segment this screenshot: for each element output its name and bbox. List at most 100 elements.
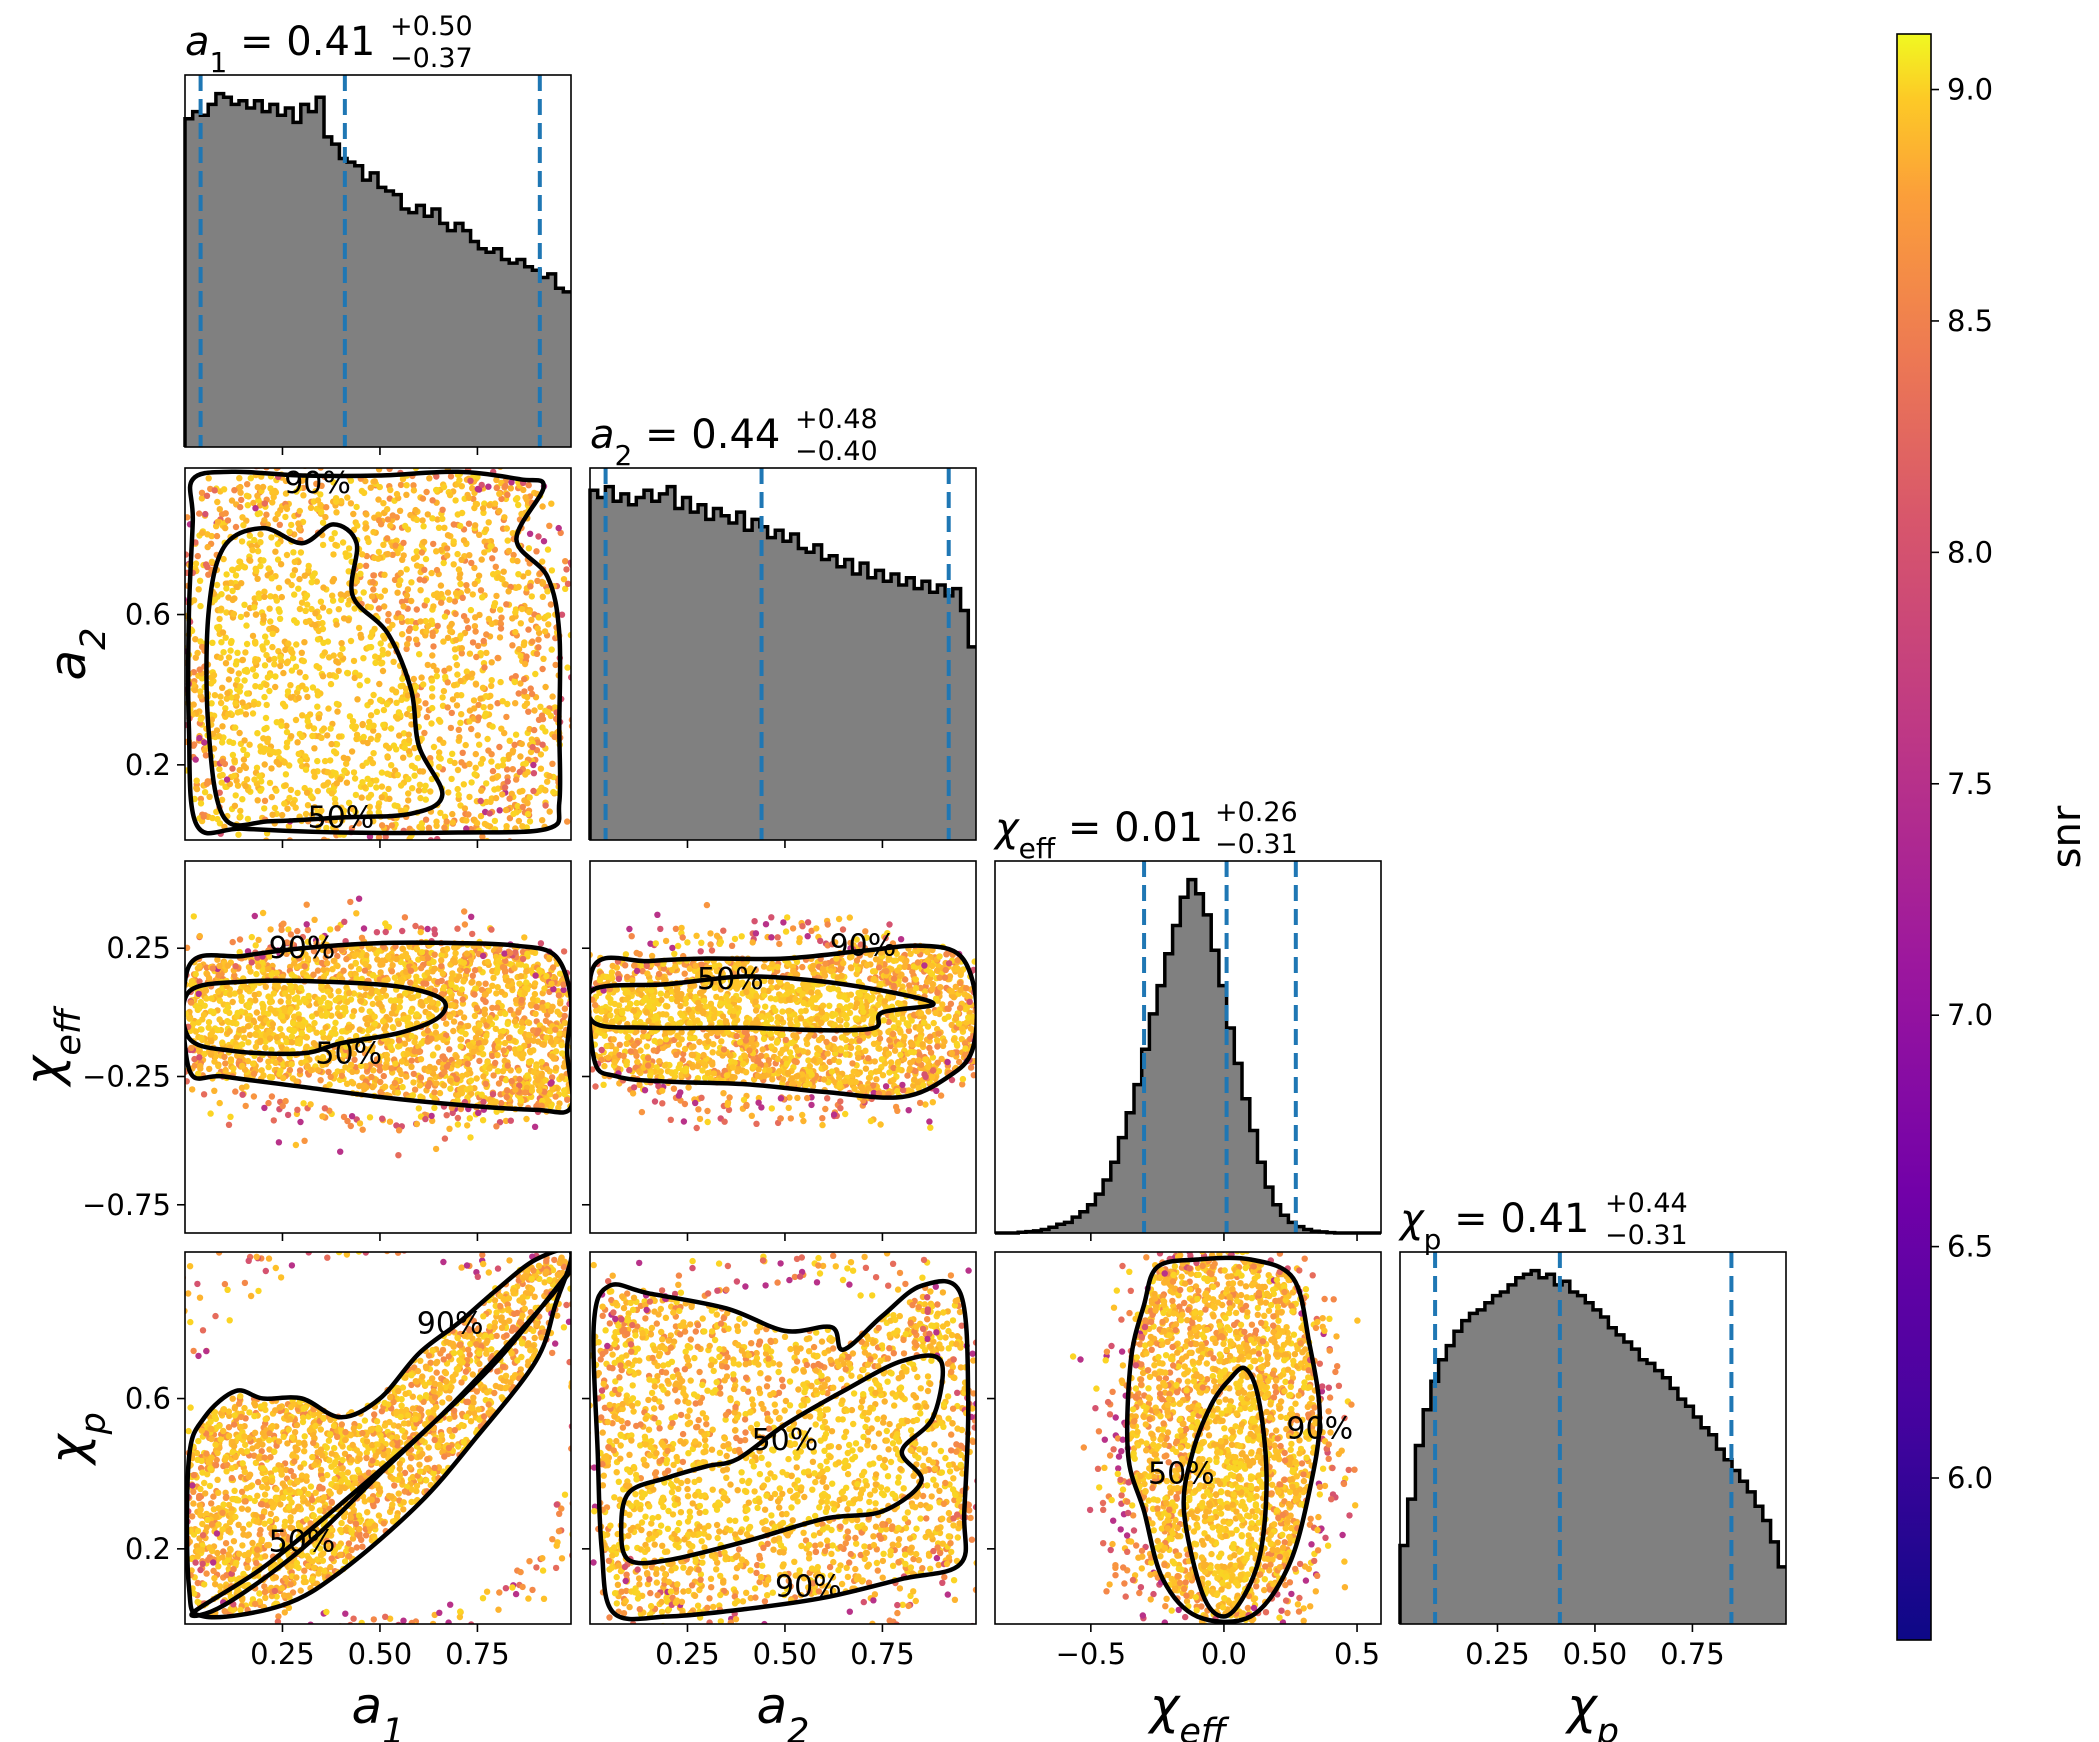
colorbar-tick-label: 6.0 — [1947, 1461, 1993, 1495]
histogram-bar — [254, 101, 262, 447]
histogram-bar — [590, 490, 598, 840]
histogram-panel-a2: a2 = 0.44 +0.48−0.40 — [588, 404, 977, 848]
panel-title-minus: −0.31 — [1605, 1220, 1688, 1251]
panel-frame — [589, 860, 977, 1234]
histogram-bar — [378, 187, 386, 447]
x-axis-label-chi_p: χp — [1564, 1677, 1619, 1742]
y-tick-label: 0.2 — [125, 748, 171, 782]
histogram-bar — [1624, 1342, 1632, 1624]
histogram-bar — [714, 508, 722, 840]
histogram-bar — [737, 512, 745, 840]
contour-label: 50% — [308, 800, 375, 835]
panel-frame — [184, 74, 572, 448]
histogram-bar — [432, 209, 440, 447]
histogram-bar — [1281, 1215, 1289, 1233]
contour-90 — [185, 1252, 571, 1620]
contour-label: 90% — [284, 466, 351, 501]
histogram-bar — [1439, 1360, 1447, 1624]
histogram-bar — [613, 501, 621, 840]
panel-title: a2 = 0.44 — [590, 412, 780, 472]
contour-90 — [590, 943, 976, 1100]
histogram-bar — [440, 223, 448, 447]
contour-50 — [189, 1270, 571, 1619]
histogram-bar — [1570, 1292, 1578, 1624]
contour-label: 50% — [752, 1423, 819, 1458]
histogram-bar — [1547, 1274, 1555, 1624]
histogram-bar — [860, 563, 868, 840]
histogram-fill — [995, 879, 1381, 1233]
histogram-bar — [1454, 1331, 1462, 1624]
histogram-bar — [721, 516, 729, 840]
histogram-bar — [690, 512, 698, 840]
y-tick-label: 0.6 — [125, 1382, 171, 1416]
colorbar-tick-label: 8.0 — [1947, 535, 1993, 569]
histogram-bar — [914, 589, 922, 840]
histogram-bar — [409, 213, 417, 447]
histogram-bar — [1157, 986, 1165, 1233]
histogram-bar — [455, 223, 463, 447]
x-tick-label: 0.0 — [1201, 1637, 1247, 1671]
histogram-bar — [814, 545, 822, 840]
x-tick-label: 0.50 — [753, 1637, 818, 1671]
histogram-bar — [1562, 1281, 1570, 1624]
histogram-bar — [556, 288, 564, 447]
histogram-bar — [1740, 1481, 1748, 1624]
histogram-bar — [1103, 1180, 1111, 1233]
histogram-bar — [1524, 1274, 1532, 1624]
histogram-bar — [1180, 897, 1188, 1233]
histogram-bar — [1632, 1349, 1640, 1624]
scatter-points — [590, 1252, 976, 1624]
histogram-bar — [621, 494, 629, 840]
panel-title-plus: +0.48 — [795, 404, 878, 435]
histogram-bar — [386, 191, 394, 447]
x-tick-label: 0.50 — [1563, 1637, 1628, 1671]
histogram-bar — [1500, 1292, 1508, 1624]
histogram-bar — [937, 585, 945, 840]
histogram-bar — [393, 195, 401, 447]
histogram-bar — [1678, 1399, 1686, 1624]
histogram-bar — [729, 523, 737, 840]
histogram-bar — [285, 108, 293, 447]
histogram-bar — [667, 487, 675, 840]
y-tick-label: 0.6 — [125, 598, 171, 632]
histogram-bar — [478, 249, 486, 447]
histogram-bar — [502, 259, 510, 447]
histogram-bar — [1119, 1138, 1127, 1233]
histogram-bar — [1763, 1520, 1771, 1624]
histogram-bar — [652, 501, 660, 840]
histogram-bar — [1709, 1435, 1717, 1624]
histogram-bar — [968, 647, 976, 840]
histogram-bar — [1423, 1410, 1431, 1624]
contour-label: 90% — [269, 931, 336, 966]
histogram-bar — [744, 530, 752, 840]
histogram-bar — [1493, 1296, 1501, 1624]
histogram-bar — [1400, 1545, 1408, 1624]
histogram-bar — [1639, 1360, 1647, 1624]
histogram-bar — [783, 541, 791, 840]
histogram-bar — [447, 231, 455, 447]
colorbar-tick-label: 7.0 — [1947, 998, 1993, 1032]
x-tick-label: 0.5 — [1334, 1637, 1380, 1671]
contour-90 — [185, 469, 563, 836]
contour-label: 90% — [830, 929, 897, 964]
histogram-bar — [231, 104, 239, 447]
histogram-bar — [563, 292, 571, 447]
y-tick-label: −0.25 — [82, 1060, 171, 1094]
histogram-bar — [239, 101, 247, 447]
histogram-bar — [1616, 1335, 1624, 1624]
corner-panels: a1 = 0.41 +0.50−0.37 a2 = 0.44 +0.48−0.40 χe… — [14, 11, 1787, 1742]
histogram-bar — [1701, 1428, 1709, 1624]
panel-frame — [589, 467, 977, 841]
panel-title: a1 = 0.41 — [185, 19, 375, 79]
panel-title-plus: +0.44 — [1605, 1188, 1688, 1219]
histogram-bar — [1408, 1499, 1416, 1624]
panel-frame — [589, 1251, 977, 1625]
histogram-bar — [1049, 1227, 1057, 1233]
histogram-bar — [332, 144, 340, 447]
y-tick-label: 0.25 — [106, 931, 171, 965]
histogram-bar — [883, 581, 891, 840]
histogram-bar — [1655, 1371, 1663, 1624]
histogram-bar — [1111, 1162, 1119, 1233]
scatter-points — [185, 895, 571, 1159]
